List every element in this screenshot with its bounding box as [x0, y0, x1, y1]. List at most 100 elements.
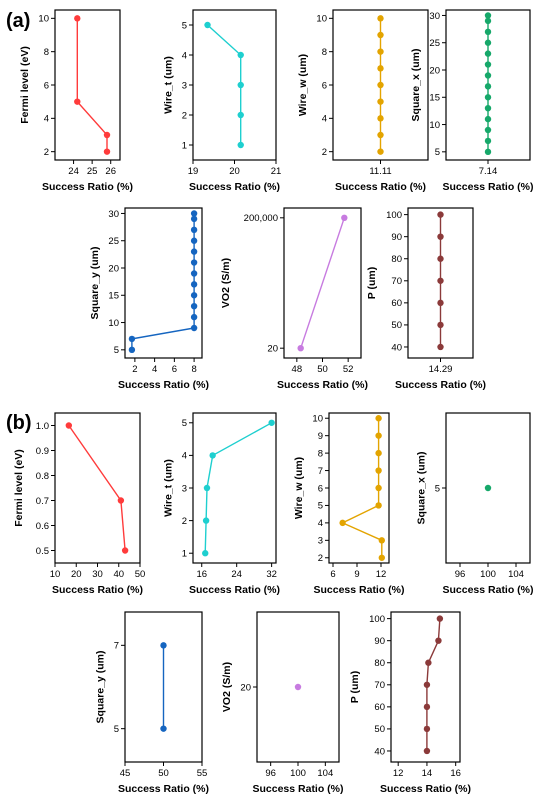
y-tick-label: 3: [182, 483, 187, 494]
y-tick-label: 0.8: [36, 471, 49, 482]
data-point: [436, 615, 444, 622]
data-point: [484, 61, 492, 68]
data-point: [423, 747, 431, 755]
y-tick-label: 10: [312, 414, 323, 425]
x-axis-label: Success Ratio (%): [335, 181, 426, 193]
x-tick-label: 50: [158, 768, 169, 779]
y-tick-label: 25: [108, 236, 119, 247]
series-line: [204, 422, 272, 554]
y-tick-label: 25: [429, 38, 440, 49]
y-tick-label: 1: [182, 140, 187, 151]
y-tick-label: 80: [391, 254, 402, 265]
data-point: [190, 281, 198, 288]
data-point: [484, 148, 492, 156]
data-point: [484, 137, 492, 145]
y-tick-label: 4: [182, 451, 187, 462]
data-point: [377, 131, 384, 139]
data-point: [339, 519, 346, 527]
y-tick-label: 15: [429, 93, 440, 104]
y-tick-label: 1: [182, 549, 187, 560]
x-tick-label: 45: [120, 768, 131, 779]
data-point: [375, 467, 382, 474]
y-tick-label: 30: [108, 209, 119, 220]
data-point: [190, 215, 198, 223]
data-point: [237, 51, 244, 59]
x-axis-label: Success Ratio (%): [380, 783, 471, 795]
y-tick-label: 4: [318, 518, 323, 529]
axes-frame: [390, 611, 461, 763]
data-point: [375, 502, 382, 509]
data-point: [74, 15, 81, 22]
data-point: [121, 547, 129, 554]
data-point: [202, 550, 209, 557]
data-point: [437, 299, 444, 307]
x-tick-label: 16: [196, 569, 207, 580]
y-axis-label: Square_y (um): [89, 247, 101, 320]
y-tick-label: 5: [435, 483, 440, 494]
y-tick-label: 20: [240, 682, 251, 693]
data-point: [160, 725, 167, 732]
y-axis-label: P (um): [366, 267, 378, 299]
x-tick-label: 104: [508, 569, 524, 580]
axes-frame: [192, 9, 277, 161]
data-point: [204, 21, 211, 29]
data-point: [484, 94, 492, 101]
data-point: [190, 313, 198, 321]
y-tick-label: 9: [318, 431, 323, 442]
x-axis-label: Success Ratio (%): [118, 379, 209, 391]
data-point: [190, 292, 198, 299]
x-tick-label: 8: [191, 364, 196, 375]
x-tick-label: 10: [50, 569, 61, 580]
axes-frame: [124, 207, 203, 359]
data-point: [65, 422, 73, 429]
subplot-a-3: 11.11 2 4 6 8 10 Success Ratio (%) Wire_w (um): [297, 9, 429, 193]
y-tick-label: 100: [386, 210, 402, 221]
series-line: [131, 213, 195, 350]
y-tick-label: 70: [391, 276, 402, 287]
data-point: [425, 659, 432, 666]
subplot-b-9: 16 24 32 1 2 3 4 5 Success Ratio (%) Wire_t (um): [162, 412, 280, 596]
x-tick-label: 48: [292, 364, 303, 375]
y-tick-label: 90: [374, 636, 385, 647]
y-tick-label: 5: [182, 20, 187, 31]
data-point: [484, 12, 492, 19]
x-axis-label: Success Ratio (%): [189, 181, 280, 193]
data-point: [484, 126, 492, 134]
x-tick-label: 25: [87, 166, 98, 177]
y-tick-label: 2: [44, 147, 49, 158]
x-tick-label: 32: [266, 569, 277, 580]
data-point: [437, 277, 444, 284]
y-tick-label: 30: [429, 11, 440, 22]
x-tick-label: 104: [317, 768, 333, 779]
y-tick-label: 0.9: [36, 446, 49, 457]
y-tick-label: 20: [429, 65, 440, 76]
data-point: [103, 148, 111, 155]
y-tick-label: 2: [318, 553, 323, 564]
y-axis-label: Square_x (um): [415, 452, 427, 525]
series-line: [68, 425, 126, 551]
y-tick-label: 40: [374, 746, 385, 757]
x-tick-label: 7.14: [479, 166, 498, 177]
data-point: [375, 415, 382, 422]
data-point: [268, 419, 275, 426]
data-point: [437, 343, 444, 351]
data-point: [377, 65, 384, 72]
data-point: [377, 81, 384, 89]
x-tick-label: 6: [172, 364, 177, 375]
y-tick-label: 5: [114, 345, 119, 356]
x-tick-label: 12: [393, 768, 404, 779]
y-tick-label: 70: [374, 680, 385, 691]
x-tick-label: 24: [231, 569, 242, 580]
y-tick-label: 20: [267, 343, 278, 354]
y-tick-label: 3: [182, 80, 187, 91]
x-tick-label: 4: [152, 364, 157, 375]
data-point: [190, 210, 198, 217]
y-tick-label: 50: [374, 724, 385, 735]
data-point: [375, 432, 382, 439]
y-axis-label: Fermi level (eV): [19, 46, 31, 124]
data-point: [190, 302, 198, 310]
data-point: [190, 226, 198, 234]
y-tick-label: 80: [374, 658, 385, 669]
